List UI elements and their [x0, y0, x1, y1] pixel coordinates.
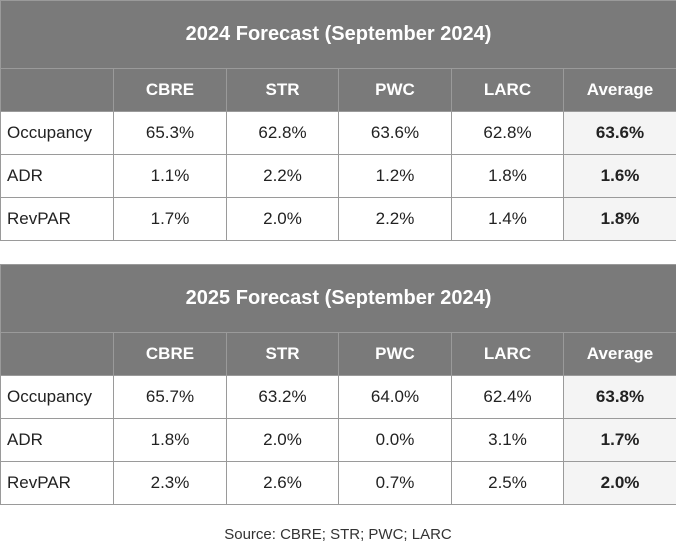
row-label-adr: ADR [0, 154, 114, 198]
table-cell: 2.6% [226, 461, 339, 505]
table-row: ADR 1.1% 2.2% 1.2% 1.8% 1.6% [0, 154, 676, 198]
table-cell: 2.0% [226, 197, 339, 241]
table-cell: 2.2% [226, 154, 339, 198]
row-label-revpar: RevPAR [0, 197, 114, 241]
table-cell: 0.0% [338, 418, 452, 462]
row-label-occupancy: Occupancy [0, 111, 114, 155]
table-header-row: CBRE STR PWC LARC Average [0, 68, 676, 112]
column-header-str: STR [226, 68, 339, 112]
average-cell: 63.6% [562, 111, 676, 155]
table-cell: 2.5% [451, 461, 564, 505]
column-header-blank [0, 332, 114, 376]
table-row: Occupancy 65.7% 63.2% 64.0% 62.4% 63.8% [0, 375, 676, 419]
row-label-occupancy: Occupancy [0, 375, 114, 419]
table-title-row: 2025 Forecast (September 2024) [0, 264, 676, 333]
table-cell: 1.4% [451, 197, 564, 241]
table-cell: 1.8% [451, 154, 564, 198]
table-cell: 62.8% [451, 111, 564, 155]
table-cell: 64.0% [338, 375, 452, 419]
table-cell: 62.4% [451, 375, 564, 419]
table-cell: 1.1% [113, 154, 227, 198]
table-row: ADR 1.8% 2.0% 0.0% 3.1% 1.7% [0, 418, 676, 462]
column-header-larc: LARC [451, 332, 564, 376]
row-label-revpar: RevPAR [0, 461, 114, 505]
average-cell: 2.0% [562, 461, 676, 505]
table-title: 2024 Forecast (September 2024) [0, 0, 676, 69]
table-cell: 63.6% [338, 111, 452, 155]
column-header-pwc: PWC [338, 332, 452, 376]
table-cell: 2.3% [113, 461, 227, 505]
table-cell: 3.1% [451, 418, 564, 462]
column-header-blank [0, 68, 114, 112]
table-cell: 1.2% [338, 154, 452, 198]
table-cell: 0.7% [338, 461, 452, 505]
column-header-pwc: PWC [338, 68, 452, 112]
column-header-cbre: CBRE [113, 68, 227, 112]
table-cell: 62.8% [226, 111, 339, 155]
table-cell: 1.7% [113, 197, 227, 241]
average-cell: 1.7% [562, 418, 676, 462]
table-header-row: CBRE STR PWC LARC Average [0, 332, 676, 376]
column-header-str: STR [226, 332, 339, 376]
table-cell: 63.2% [226, 375, 339, 419]
row-label-adr: ADR [0, 418, 114, 462]
table-title: 2025 Forecast (September 2024) [0, 264, 676, 333]
table-cell: 2.2% [338, 197, 452, 241]
source-note: Source: CBRE; STR; PWC; LARC [224, 526, 452, 543]
table-row: RevPAR 1.7% 2.0% 2.2% 1.4% 1.8% [0, 197, 676, 241]
table-cell: 65.7% [113, 375, 227, 419]
average-cell: 63.8% [562, 375, 676, 419]
table-cell: 65.3% [113, 111, 227, 155]
forecast-table-2025: 2025 Forecast (September 2024) CBRE STR … [0, 264, 676, 505]
table-cell: 1.8% [113, 418, 227, 462]
table-title-row: 2024 Forecast (September 2024) [0, 0, 676, 69]
column-header-average: Average [562, 68, 676, 112]
column-header-larc: LARC [451, 68, 564, 112]
table-cell: 2.0% [226, 418, 339, 462]
column-header-cbre: CBRE [113, 332, 227, 376]
average-cell: 1.6% [562, 154, 676, 198]
forecast-table-2024: 2024 Forecast (September 2024) CBRE STR … [0, 0, 676, 241]
average-cell: 1.8% [562, 197, 676, 241]
column-header-average: Average [562, 332, 676, 376]
table-row: RevPAR 2.3% 2.6% 0.7% 2.5% 2.0% [0, 461, 676, 505]
table-row: Occupancy 65.3% 62.8% 63.6% 62.8% 63.6% [0, 111, 676, 155]
